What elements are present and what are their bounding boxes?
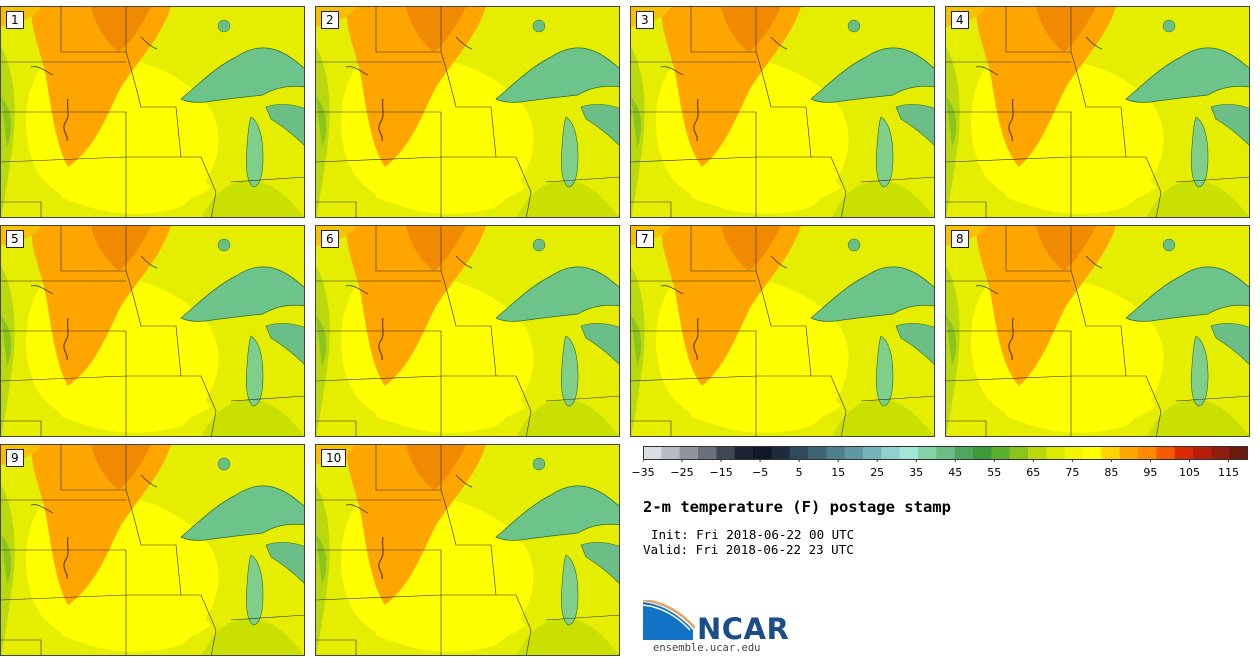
colorbar-tick-label: −5	[751, 466, 769, 479]
postage-stamp-panel-4: 4	[945, 6, 1250, 218]
colorbar-swatch	[1193, 446, 1212, 460]
colorbar-tick-label: −35	[631, 466, 655, 479]
colorbar-swatch	[1009, 446, 1029, 460]
colorbar-swatch	[1083, 446, 1102, 460]
postage-stamp-panel-3: 3	[630, 6, 935, 218]
colorbar-swatch	[661, 446, 681, 460]
ensemble-member-label: 1	[6, 11, 24, 29]
colorbar-swatch	[808, 446, 827, 460]
colorbar-tick-label: 115	[1218, 466, 1239, 479]
colorbar-swatch	[881, 446, 901, 460]
postage-stamp-panel-5: 5	[0, 225, 305, 437]
colorbar-swatch	[679, 446, 699, 460]
temperature-map	[946, 226, 1249, 436]
valid-time: Valid: Fri 2018-06-22 23 UTC	[643, 542, 854, 557]
ncar-logo-icon	[643, 600, 695, 640]
colorbar-swatch	[936, 446, 956, 460]
chart-title: 2-m temperature (F) postage stamp	[643, 498, 951, 516]
colorbar-tick-label: 95	[1143, 466, 1158, 479]
colorbar-swatch	[1174, 446, 1194, 460]
temperature-map	[316, 445, 619, 655]
init-time: Init: Fri 2018-06-22 00 UTC	[651, 527, 855, 542]
ensemble-member-label: 3	[636, 11, 654, 29]
ensemble-member-label: 7	[636, 230, 654, 248]
postage-stamp-panel-10: 10	[315, 444, 620, 656]
colorbar-swatch	[716, 446, 736, 460]
temperature-map	[631, 7, 934, 217]
logo-url: ensemble.ucar.edu	[653, 642, 761, 654]
colorbar-swatch	[991, 446, 1011, 460]
colorbar-swatch	[734, 446, 754, 460]
temperature-colorbar	[643, 446, 1248, 462]
colorbar-swatch	[954, 446, 974, 460]
colorbar-tick-label: 55	[987, 466, 1002, 479]
colorbar-swatch	[1101, 446, 1121, 460]
colorbar-swatch	[899, 446, 919, 460]
postage-stamp-panel-9: 9	[0, 444, 305, 656]
colorbar-tick-label: 85	[1104, 466, 1119, 479]
temperature-map	[316, 226, 619, 436]
colorbar-swatch	[789, 446, 809, 460]
colorbar-tick-label: 15	[831, 466, 846, 479]
colorbar-swatch	[1064, 446, 1084, 460]
colorbar-swatch	[1046, 446, 1066, 460]
temperature-map	[631, 226, 934, 436]
postage-stamp-panel-7: 7	[630, 225, 935, 437]
ncar-logo-text: NCAR	[697, 612, 790, 646]
colorbar-swatch	[1229, 446, 1248, 460]
temperature-map	[946, 7, 1249, 217]
colorbar-swatch	[1156, 446, 1176, 460]
colorbar-tick-label: 65	[1026, 466, 1041, 479]
ensemble-member-label: 4	[951, 11, 969, 29]
colorbar-swatch	[844, 446, 864, 460]
colorbar-swatch	[753, 446, 772, 460]
postage-stamp-panel-8: 8	[945, 225, 1250, 437]
colorbar-swatch	[1138, 446, 1157, 460]
ensemble-member-label: 5	[6, 230, 24, 248]
colorbar-tick-label: 35	[909, 466, 924, 479]
temperature-map	[1, 226, 304, 436]
postage-stamp-panel-2: 2	[315, 6, 620, 218]
colorbar-swatch	[973, 446, 992, 460]
temperature-map	[1, 7, 304, 217]
colorbar-swatch	[863, 446, 882, 460]
ensemble-member-label: 6	[321, 230, 339, 248]
temperature-map	[1, 445, 304, 655]
colorbar-tick-label: 45	[948, 466, 963, 479]
colorbar-tick-label: 105	[1179, 466, 1200, 479]
colorbar-tick-label: −15	[709, 466, 733, 479]
ensemble-member-label: 9	[6, 449, 24, 467]
colorbar-tick-label: 25	[870, 466, 885, 479]
postage-stamp-panel-6: 6	[315, 225, 620, 437]
colorbar-swatch	[771, 446, 791, 460]
colorbar-swatch	[698, 446, 717, 460]
colorbar-swatch	[1119, 446, 1139, 460]
colorbar-swatch	[1028, 446, 1047, 460]
postage-stamp-panel-1: 1	[0, 6, 305, 218]
colorbar-swatch	[826, 446, 846, 460]
ensemble-member-label: 10	[321, 449, 347, 467]
ensemble-member-label: 2	[321, 11, 339, 29]
colorbar-tick-label: 5	[795, 466, 803, 479]
colorbar-swatch	[643, 446, 662, 460]
ensemble-member-label: 8	[951, 230, 969, 248]
colorbar-tick-label: 75	[1065, 466, 1080, 479]
colorbar-swatch	[1211, 446, 1231, 460]
colorbar-tick-label: −25	[670, 466, 694, 479]
temperature-map	[316, 7, 619, 217]
colorbar-swatch	[918, 446, 937, 460]
